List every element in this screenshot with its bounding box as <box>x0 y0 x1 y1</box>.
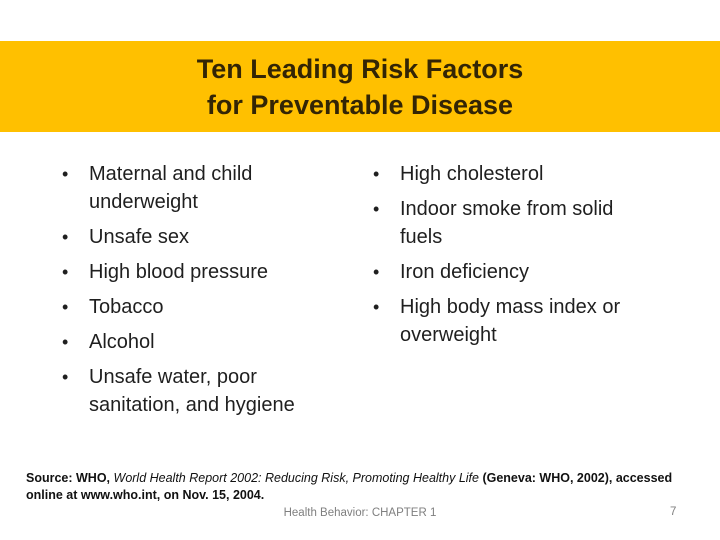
bullet-marker: • <box>62 367 69 387</box>
list-item: • Tobacco <box>62 293 320 321</box>
list-item-label: Indoor smoke from solid fuels <box>400 198 614 248</box>
bullet-marker: • <box>62 227 69 247</box>
list-item-label: Tobacco <box>89 296 164 318</box>
source-citation-prefix: Source: WHO, <box>26 471 114 485</box>
source-citation: Source: WHO, World Health Report 2002: R… <box>26 470 692 504</box>
bullet-marker: • <box>373 297 380 317</box>
list-item: • Unsafe sex <box>62 223 320 251</box>
slide-title-line-2: for Preventable Disease <box>206 89 514 120</box>
list-item-label: High cholesterol <box>400 163 544 185</box>
list-item-label: Iron deficiency <box>400 261 529 283</box>
bullet-marker: • <box>62 262 69 282</box>
bullet-marker: • <box>62 332 69 352</box>
page-number: 7 <box>670 506 677 518</box>
list-item-label: Unsafe water, poor sanitation, and hygie… <box>89 366 295 416</box>
list-item-label: Alcohol <box>89 331 155 353</box>
list-item: • Indoor smoke from solid fuels <box>373 195 641 251</box>
bullet-marker: • <box>373 199 380 219</box>
list-item: • Iron deficiency <box>373 258 641 286</box>
source-citation-suffix: (Geneva: WHO, 2002), accessed online at … <box>26 471 673 502</box>
bullet-marker: • <box>373 262 380 282</box>
list-item-label: High blood pressure <box>89 261 268 283</box>
list-item: • Unsafe water, poor sanitation, and hyg… <box>62 363 320 419</box>
bullet-marker: • <box>62 164 69 184</box>
bullet-list-right: • High cholesterol • Indoor smoke from s… <box>373 160 641 356</box>
list-item-label: Maternal and child underweight <box>89 163 253 213</box>
bullet-marker: • <box>373 164 380 184</box>
chapter-footer-label: Health Behavior: CHAPTER 1 <box>283 507 437 519</box>
slide-title-line-1: Ten Leading Risk Factors <box>196 53 524 84</box>
list-item: • High cholesterol <box>373 160 641 188</box>
list-item-label: High body mass index or overweight <box>400 296 621 346</box>
bullet-marker: • <box>62 297 69 317</box>
list-item: • High body mass index or overweight <box>373 293 641 349</box>
source-citation-report-title: World Health Report 2002: Reducing Risk,… <box>113 471 479 485</box>
bullet-list-left: • Maternal and child underweight • Unsaf… <box>62 160 320 426</box>
list-item: • Maternal and child underweight <box>62 160 320 216</box>
list-item-label: Unsafe sex <box>89 226 190 248</box>
list-item: • High blood pressure <box>62 258 320 286</box>
list-item: • Alcohol <box>62 328 320 356</box>
title-banner: Ten Leading Risk Factors for Preventable… <box>0 41 720 132</box>
